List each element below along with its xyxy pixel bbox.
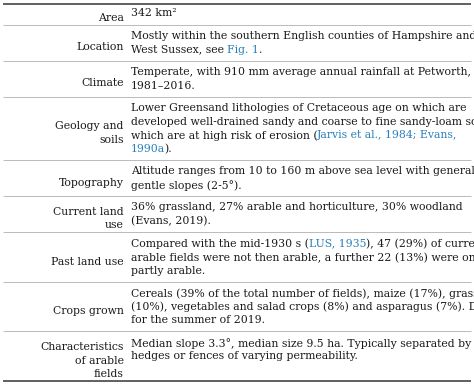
- Text: West Sussex, see: West Sussex, see: [131, 45, 227, 55]
- Text: gentle slopes (2-5°).: gentle slopes (2-5°).: [131, 180, 241, 191]
- Text: Topography: Topography: [59, 177, 124, 187]
- Text: Characteristics: Characteristics: [40, 342, 124, 352]
- Text: LUS, 1935: LUS, 1935: [309, 239, 366, 249]
- Text: Current land: Current land: [53, 207, 124, 217]
- Text: Mostly within the southern English counties of Hampshire and: Mostly within the southern English count…: [131, 31, 474, 41]
- Text: 36% grassland, 27% arable and horticulture, 30% woodland: 36% grassland, 27% arable and horticultu…: [131, 203, 462, 213]
- Text: Lower Greensand lithologies of Cretaceous age on which are: Lower Greensand lithologies of Cretaceou…: [131, 103, 466, 113]
- Text: (10%), vegetables and salad crops (8%) and asparagus (7%). Data: (10%), vegetables and salad crops (8%) a…: [131, 302, 474, 312]
- Text: Median slope 3.3°, median size 9.5 ha. Typically separated by: Median slope 3.3°, median size 9.5 ha. T…: [131, 338, 471, 349]
- Text: ).: ).: [165, 144, 173, 154]
- Text: of arable: of arable: [74, 356, 124, 366]
- Text: arable fields were not then arable, a further 22 (13%) were only: arable fields were not then arable, a fu…: [131, 252, 474, 263]
- Text: Crops grown: Crops grown: [53, 306, 124, 316]
- Text: Temperate, with 910 mm average annual rainfall at Petworth,: Temperate, with 910 mm average annual ra…: [131, 67, 471, 77]
- Text: partly arable.: partly arable.: [131, 266, 205, 276]
- Text: Cereals (39% of the total number of fields), maize (17%), grass: Cereals (39% of the total number of fiel…: [131, 288, 474, 299]
- Text: Past land use: Past land use: [51, 256, 124, 266]
- Text: Fig. 1: Fig. 1: [227, 45, 259, 55]
- Text: which are at high risk of erosion (: which are at high risk of erosion (: [131, 130, 318, 141]
- Text: hedges or fences of varying permeability.: hedges or fences of varying permeability…: [131, 352, 357, 362]
- Text: Jarvis et al., 1984; Evans,: Jarvis et al., 1984; Evans,: [318, 130, 458, 140]
- Text: 342 km²: 342 km²: [131, 8, 176, 18]
- Text: for the summer of 2019.: for the summer of 2019.: [131, 315, 264, 325]
- Text: Location: Location: [76, 42, 124, 52]
- Text: Area: Area: [98, 13, 124, 23]
- Text: .: .: [259, 45, 263, 55]
- Text: ), 47 (29%) of currently: ), 47 (29%) of currently: [366, 239, 474, 249]
- Text: Compared with the mid-1930 s (: Compared with the mid-1930 s (: [131, 239, 309, 249]
- Text: developed well-drained sandy and coarse to fine sandy-loam soils: developed well-drained sandy and coarse …: [131, 117, 474, 127]
- Text: Altitude ranges from 10 to 160 m above sea level with generally: Altitude ranges from 10 to 160 m above s…: [131, 166, 474, 176]
- Text: 1990a: 1990a: [131, 144, 165, 154]
- Text: (Evans, 2019).: (Evans, 2019).: [131, 216, 210, 226]
- Text: Climate: Climate: [81, 79, 124, 89]
- Text: soils: soils: [99, 135, 124, 145]
- Text: fields: fields: [94, 369, 124, 379]
- Text: use: use: [105, 221, 124, 231]
- Text: Geology and: Geology and: [55, 121, 124, 131]
- Text: 1981–2016.: 1981–2016.: [131, 81, 195, 90]
